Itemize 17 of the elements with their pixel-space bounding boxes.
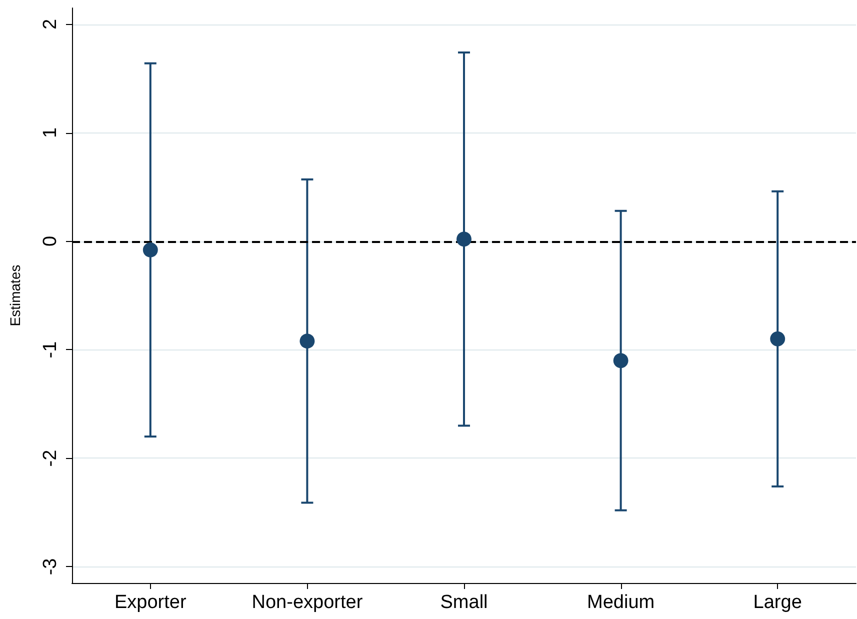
point (770, 331, 786, 346)
x-tick-label: Non-exporter (252, 592, 364, 613)
point (142, 242, 158, 258)
y-tick-label: -3 (40, 558, 61, 576)
y-tick-label: 0 (40, 236, 61, 247)
x-tick-label: Medium (587, 592, 655, 613)
y-axis-title: Estimates (7, 264, 23, 326)
y-tick-label: 2 (40, 18, 61, 30)
point (456, 232, 472, 247)
y-tick-label: -1 (40, 341, 61, 358)
y-tick-label: 1 (40, 127, 61, 138)
point (613, 353, 628, 368)
x-tick-label: Large (753, 592, 802, 613)
y-tick-label: -2 (40, 450, 61, 467)
x-tick-label: Exporter (114, 592, 187, 613)
point (300, 334, 315, 349)
x-tick-label: Small (440, 592, 488, 613)
